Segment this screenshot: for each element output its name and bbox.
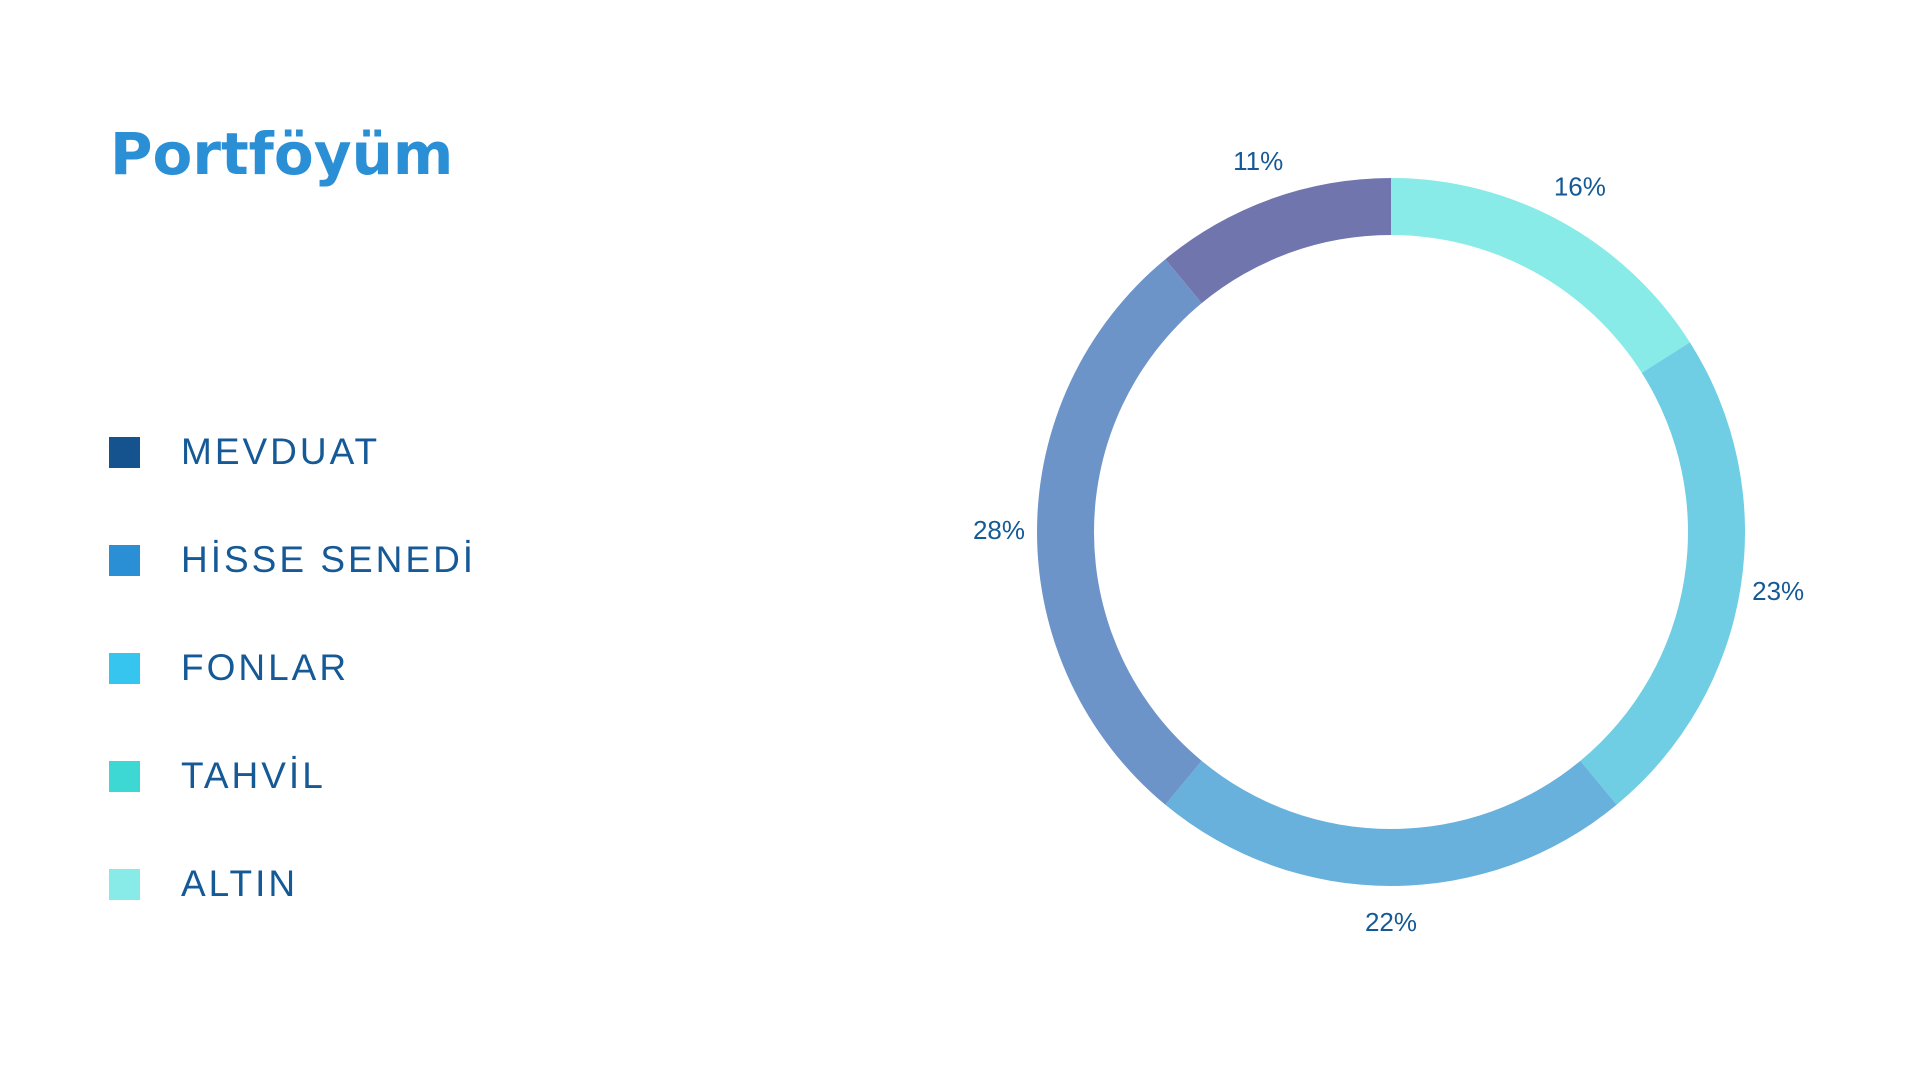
donut-slice <box>1165 760 1617 886</box>
legend: MEVDUAT HİSSE SENEDİ FONLAR TAHVİL ALTIN <box>109 425 476 965</box>
legend-item-hisse-senedi: HİSSE SENEDİ <box>109 533 476 587</box>
legend-label: TAHVİL <box>181 755 326 796</box>
page-title: Portföyüm <box>110 120 454 188</box>
legend-label: FONLAR <box>181 647 350 688</box>
slice-percent-label: 22% <box>1365 907 1417 937</box>
slice-percent-label: 11% <box>1233 146 1283 176</box>
donut-slice <box>1391 178 1690 373</box>
slice-percent-label: 28% <box>973 515 1025 545</box>
legend-swatch <box>109 652 140 684</box>
donut-slice <box>1037 259 1202 805</box>
legend-swatch <box>109 436 140 468</box>
legend-swatch <box>109 544 140 576</box>
legend-label: MEVDUAT <box>181 431 381 472</box>
donut-slice <box>1580 342 1745 805</box>
legend-item-fonlar: FONLAR <box>109 641 476 695</box>
legend-swatch <box>109 760 140 792</box>
legend-label: ALTIN <box>181 863 299 904</box>
legend-item-mevduat: MEVDUAT <box>109 425 476 479</box>
legend-item-tahvil: TAHVİL <box>109 749 476 803</box>
legend-label: HİSSE SENEDİ <box>181 539 477 580</box>
donut-slice <box>1165 178 1391 304</box>
legend-item-altin: ALTIN <box>109 857 476 911</box>
legend-swatch <box>109 868 140 900</box>
slice-percent-label: 16% <box>1554 171 1606 201</box>
slice-percent-label: 23% <box>1752 576 1804 606</box>
